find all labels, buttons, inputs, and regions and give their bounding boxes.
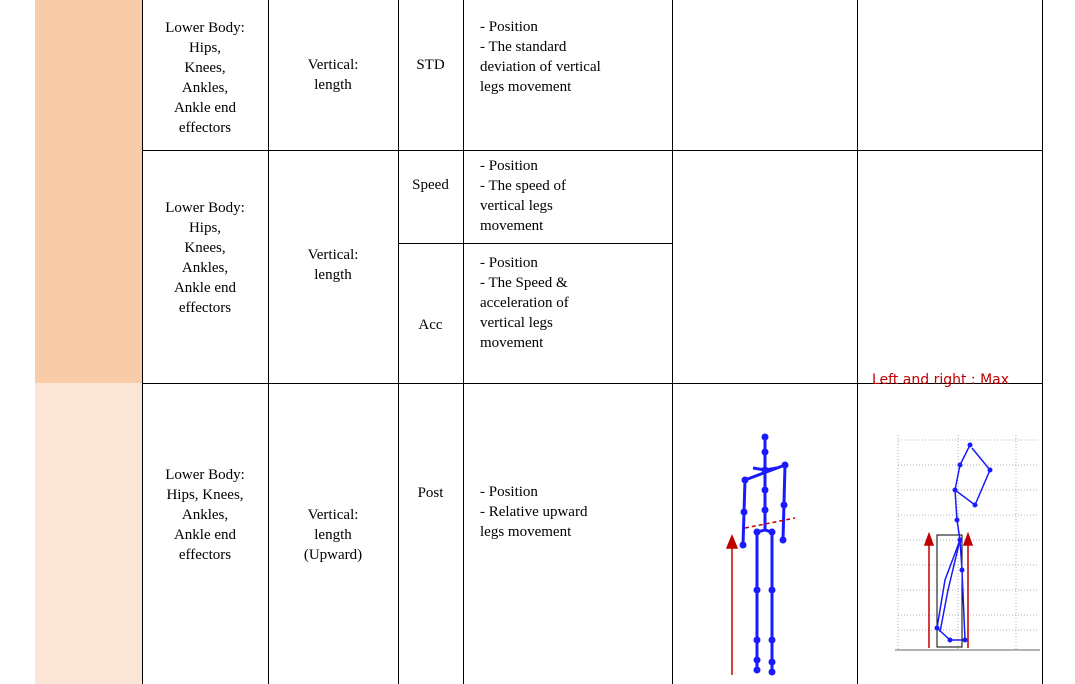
cell-border [1042,0,1043,684]
stick-joints [739,433,789,676]
cell-border [268,0,269,684]
joints: Ankle end [173,100,237,116]
axis: Vertical: [307,57,359,73]
cell-border [398,0,399,684]
axis: length [314,267,352,283]
joints: Ankles, [181,260,229,276]
axis: Vertical: [307,247,359,263]
joints: Ankles, [181,507,229,523]
row-header-cell [35,150,142,383]
description: - Relative upward [480,504,588,520]
joints: Hips, Knees, [166,487,244,503]
cell-border [857,0,858,684]
joints: Ankle end [173,527,237,543]
description: acceleration of [480,295,569,311]
joints: Lower Body: [165,20,245,36]
joints: Lower Body: [165,200,245,216]
joints: Hips, [188,40,222,56]
axis: (Upward) [303,547,363,563]
figure-annotation: Left and right : Max [872,372,1010,388]
joints: Lower Body: [165,467,245,483]
stick-figure-2 [936,444,991,641]
cell-border [398,243,672,244]
description: deviation of vertical [480,59,601,75]
joints: Knees, [184,60,226,76]
joints: Ankle end [173,280,237,296]
description: vertical legs [480,315,553,331]
description: - Position [480,484,538,500]
metric: Speed [412,177,449,193]
metric: Post [417,485,444,501]
cell-border [35,383,1042,384]
description: vertical legs [480,198,553,214]
cell-border [463,0,464,684]
joints: Ankles, [181,80,229,96]
row-header-cell [35,0,142,150]
description: - Position [480,158,538,174]
joints: effectors [178,547,232,563]
joints: Knees, [184,240,226,256]
arrows-2 [923,531,974,648]
cell-border [142,0,143,684]
joints: effectors [178,120,232,136]
cell-border [672,0,673,684]
arrows [725,517,796,675]
metric: STD [416,57,445,73]
description: - The speed of [480,178,566,194]
description: - The standard [480,39,567,55]
description: movement [480,218,544,234]
joints: Hips, [188,220,222,236]
axis: length [314,77,352,93]
axis: Vertical: [307,507,359,523]
metric: Acc [418,317,443,333]
description: legs movement [480,79,572,95]
cell-border [35,150,1042,151]
description: movement [480,335,544,351]
row-header-cell [35,383,142,684]
description: legs movement [480,524,572,540]
box [936,534,963,648]
joints: effectors [178,300,232,316]
description: - Position [480,255,538,271]
axis: length [314,527,352,543]
description: - The Speed & [480,275,568,291]
description: - Position [480,19,538,35]
stick-joints-2 [934,442,993,643]
